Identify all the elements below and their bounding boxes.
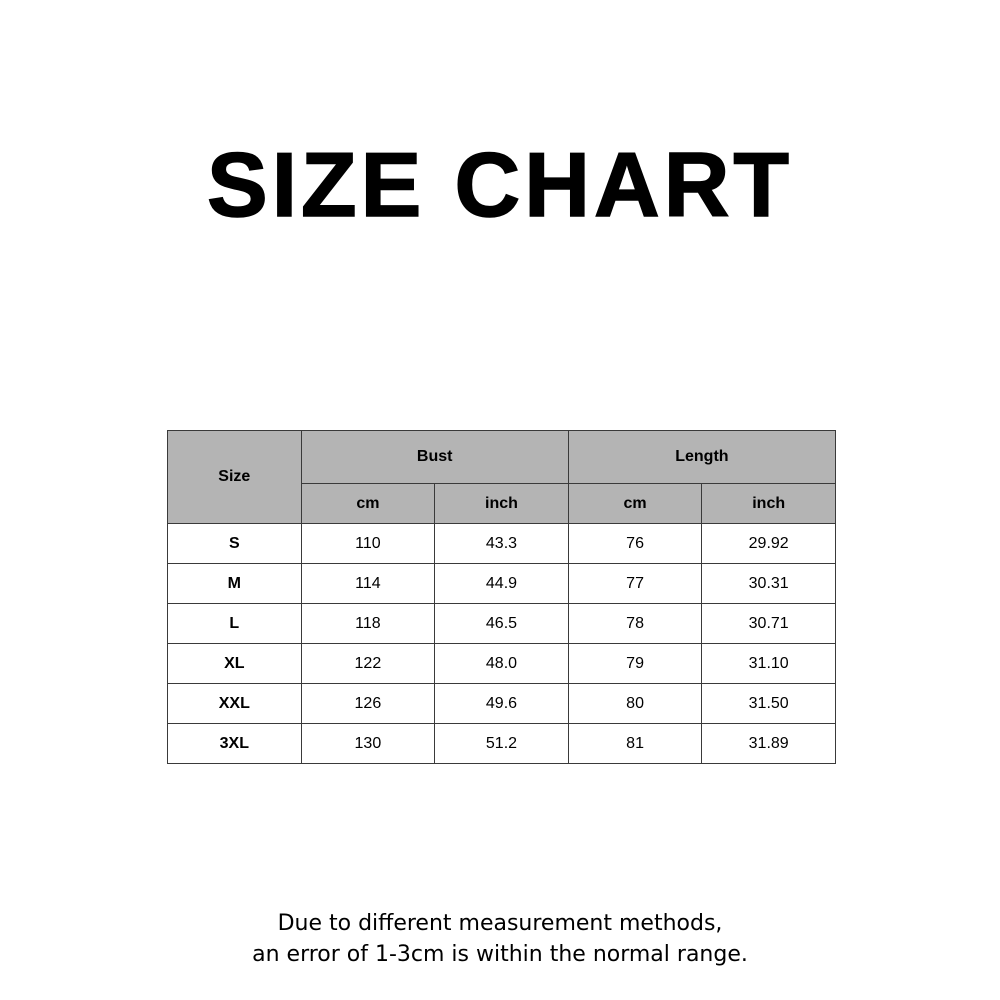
bust-header: Bust bbox=[300, 430, 569, 484]
value-cell: 118 bbox=[300, 603, 436, 644]
value-cell: 46.5 bbox=[434, 603, 569, 644]
value-cell: 43.3 bbox=[434, 523, 569, 564]
value-cell: 110 bbox=[300, 523, 436, 564]
table-row: 3XL 130 51.2 81 31.89 bbox=[167, 723, 836, 764]
size-cell: M bbox=[167, 563, 302, 604]
page-title: SIZE CHART bbox=[206, 134, 793, 237]
value-cell: 49.6 bbox=[434, 683, 569, 724]
size-cell: XL bbox=[167, 643, 302, 684]
value-cell: 31.89 bbox=[701, 723, 836, 764]
size-cell: L bbox=[167, 603, 302, 644]
value-cell: 114 bbox=[300, 563, 436, 604]
value-cell: 44.9 bbox=[434, 563, 569, 604]
value-cell: 77 bbox=[567, 563, 703, 604]
value-cell: 79 bbox=[567, 643, 703, 684]
note-line: an error of 1-3cm is within the normal r… bbox=[252, 942, 748, 967]
value-cell: 130 bbox=[300, 723, 436, 764]
table-row: L 118 46.5 78 30.71 bbox=[167, 603, 836, 644]
note-line: Due to different measurement methods, bbox=[277, 911, 723, 936]
size-cell: 3XL bbox=[167, 723, 302, 764]
size-cell: XXL bbox=[167, 683, 302, 724]
size-table: Size Bust Length cm inch cm inch S 110 43.… bbox=[167, 430, 837, 764]
value-cell: 30.71 bbox=[701, 603, 836, 644]
value-cell: 122 bbox=[300, 643, 436, 684]
unit-header: inch bbox=[434, 483, 569, 524]
table-row: M 114 44.9 77 30.31 bbox=[167, 563, 836, 604]
value-cell: 48.0 bbox=[434, 643, 569, 684]
table-row: XXL 126 49.6 80 31.50 bbox=[167, 683, 836, 724]
unit-header: inch bbox=[701, 483, 836, 524]
table-row: XL 122 48.0 79 31.10 bbox=[167, 643, 836, 684]
unit-header: cm bbox=[567, 483, 703, 524]
value-cell: 126 bbox=[300, 683, 436, 724]
value-cell: 31.10 bbox=[701, 643, 836, 684]
value-cell: 29.92 bbox=[701, 523, 836, 564]
value-cell: 31.50 bbox=[701, 683, 836, 724]
value-cell: 51.2 bbox=[434, 723, 569, 764]
size-header: Size bbox=[167, 430, 302, 524]
size-cell: S bbox=[167, 523, 302, 564]
unit-header: cm bbox=[300, 483, 436, 524]
value-cell: 30.31 bbox=[701, 563, 836, 604]
value-cell: 76 bbox=[567, 523, 703, 564]
table-row: S 110 43.3 76 29.92 bbox=[167, 523, 836, 564]
value-cell: 80 bbox=[567, 683, 703, 724]
length-header: Length bbox=[567, 430, 837, 484]
value-cell: 81 bbox=[567, 723, 703, 764]
measurement-note: Due to different measurement methods, an… bbox=[0, 908, 1000, 970]
value-cell: 78 bbox=[567, 603, 703, 644]
